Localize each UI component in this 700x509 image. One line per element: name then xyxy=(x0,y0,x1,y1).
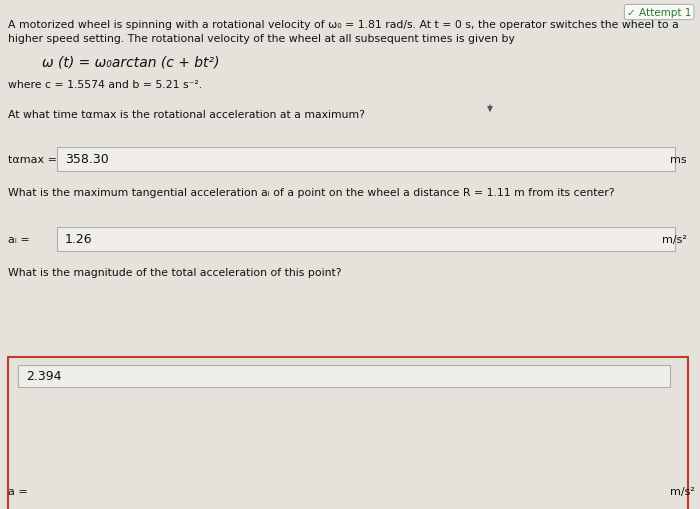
Text: At what time tαmax is the rotational acceleration at a maximum?: At what time tαmax is the rotational acc… xyxy=(8,110,365,120)
Text: What is the magnitude of the total acceleration of this point?: What is the magnitude of the total accel… xyxy=(8,267,342,277)
Text: 358.30: 358.30 xyxy=(65,153,108,166)
Text: What is the maximum tangential acceleration aᵢ of a point on the wheel a distanc: What is the maximum tangential accelerat… xyxy=(8,188,615,197)
Text: aᵢ =: aᵢ = xyxy=(8,235,29,244)
FancyBboxPatch shape xyxy=(18,365,670,387)
Text: a =: a = xyxy=(8,486,28,496)
Text: where c = 1.5574 and b = 5.21 s⁻².: where c = 1.5574 and b = 5.21 s⁻². xyxy=(8,80,202,90)
Text: m/s²: m/s² xyxy=(670,486,695,496)
Text: ω (t) = ω₀arctan (c + bt²): ω (t) = ω₀arctan (c + bt²) xyxy=(42,56,220,70)
Text: higher speed setting. The rotational velocity of the wheel at all subsequent tim: higher speed setting. The rotational vel… xyxy=(8,34,515,44)
Text: m/s²: m/s² xyxy=(662,235,687,244)
Text: A motorized wheel is spinning with a rotational velocity of ω₀ = 1.81 rad/s. At : A motorized wheel is spinning with a rot… xyxy=(8,20,679,30)
Text: ms: ms xyxy=(671,155,687,165)
Text: ✓ Attempt 1: ✓ Attempt 1 xyxy=(627,8,692,18)
Text: 1.26: 1.26 xyxy=(65,233,92,246)
Text: 2.394: 2.394 xyxy=(26,370,62,383)
FancyBboxPatch shape xyxy=(57,228,675,251)
Text: tαmax =: tαmax = xyxy=(8,155,57,165)
FancyBboxPatch shape xyxy=(57,148,675,172)
FancyBboxPatch shape xyxy=(8,357,688,509)
